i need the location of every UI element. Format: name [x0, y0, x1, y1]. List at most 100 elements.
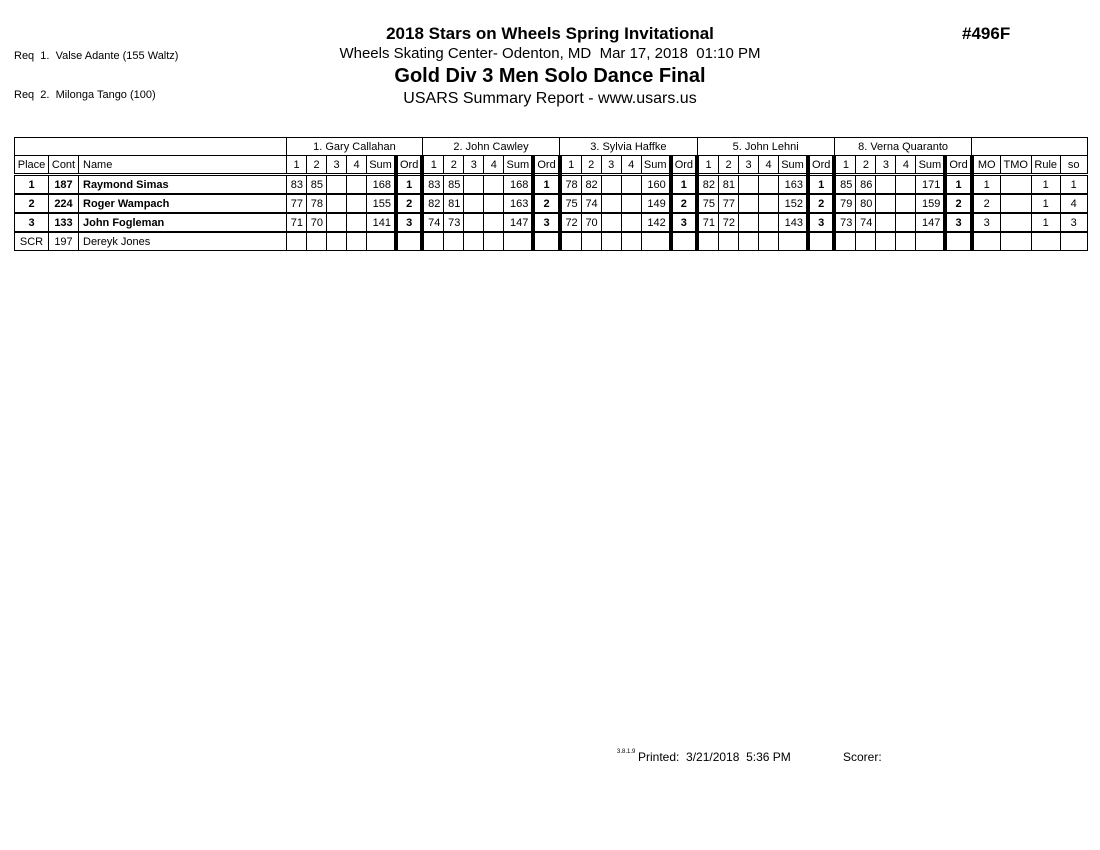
cell-score [600, 231, 622, 251]
cell-sum [640, 231, 672, 251]
cell-score [855, 231, 877, 251]
cell-score [620, 174, 642, 195]
judge-header-3: 3. Sylvia Haffke [559, 137, 698, 156]
cell-score [326, 212, 347, 233]
cell-score: 80 [855, 193, 877, 214]
cell-score [738, 231, 760, 251]
col-header-2: 2 [855, 155, 877, 176]
cell-score [600, 193, 622, 214]
cell-score [346, 231, 367, 251]
col-header-sum: Sum [640, 155, 672, 176]
cell-score [895, 212, 917, 233]
cell-score: 81 [718, 174, 740, 195]
cell-score [326, 174, 347, 195]
col-header-ord: Ord [668, 155, 700, 176]
col-header-1: 1 [696, 155, 720, 176]
scorer-label: Scorer: [843, 750, 882, 764]
cell-score: 73 [833, 212, 857, 233]
table-row: 2 224 Roger Wampach 77 78 155 2 82 81 163 2 75 74 149… [14, 193, 1088, 214]
col-header-3: 3 [463, 155, 485, 176]
cell-score: 73 [443, 212, 465, 233]
col-header-rule: Rule [1030, 155, 1061, 176]
cell-score [443, 231, 465, 251]
col-header-2: 2 [306, 155, 327, 176]
cell-score: 71 [696, 212, 720, 233]
cell-score [758, 174, 780, 195]
cell-score [483, 174, 505, 195]
cell-ord: 1 [393, 174, 425, 195]
col-header-2: 2 [580, 155, 602, 176]
col-header-1: 1 [559, 155, 582, 176]
cell-tmo [999, 212, 1032, 233]
col-header-mo: MO [971, 155, 1001, 176]
cell-score [895, 193, 917, 214]
cell-score [875, 174, 897, 195]
event-number: #496F [962, 24, 1011, 43]
col-header-place: Place [14, 155, 49, 176]
cell-mo: 1 [971, 174, 1001, 195]
judge-name-row: 1. Gary Callahan 2. John Cawley 3. Sylvia … [14, 137, 1088, 156]
cell-score [620, 231, 642, 251]
cell-cont: 187 [48, 174, 79, 195]
cell-place: SCR [14, 231, 49, 251]
cell-rule: 1 [1030, 193, 1061, 214]
cell-sum: 152 [778, 193, 809, 214]
col-header-4: 4 [346, 155, 367, 176]
cell-sum: 142 [640, 212, 672, 233]
cell-score [875, 231, 897, 251]
cell-sum [503, 231, 534, 251]
cell-name: Raymond Simas [78, 174, 287, 195]
cell-score [895, 231, 917, 251]
cell-score: 74 [580, 193, 602, 214]
col-header-ord: Ord [393, 155, 425, 176]
cell-score [600, 212, 622, 233]
cell-score: 83 [421, 174, 445, 195]
col-header-tmo: TMO [999, 155, 1032, 176]
col-header-so: so [1059, 155, 1088, 176]
cell-tmo [999, 231, 1032, 251]
cell-sum: 147 [503, 212, 534, 233]
cell-cont: 197 [48, 231, 79, 251]
cell-rule: 1 [1030, 174, 1061, 195]
cell-ord: 3 [668, 212, 700, 233]
col-header-3: 3 [875, 155, 897, 176]
cell-ord: 3 [806, 212, 837, 233]
judge-header-4: 5. John Lehni [696, 137, 835, 156]
col-header-sum: Sum [503, 155, 534, 176]
report-title: USARS Summary Report - www.usars.us [403, 90, 697, 107]
cell-ord: 1 [806, 174, 837, 195]
col-header-2: 2 [718, 155, 740, 176]
cell-sum: 171 [915, 174, 946, 195]
cell-score [286, 231, 307, 251]
cell-name: Roger Wampach [78, 193, 287, 214]
cell-score [758, 231, 780, 251]
cell-score [758, 193, 780, 214]
table-row: 1 187 Raymond Simas 83 85 168 1 83 85 168 1 78 82 160… [14, 174, 1088, 195]
cell-tmo [999, 174, 1032, 195]
cell-so: 4 [1059, 193, 1088, 214]
column-header-row: Place Cont Name 1 2 3 4 Sum Ord 1 2 3 4 Sum Ord 1 2 3 4 Sum… [14, 155, 1088, 176]
cell-score: 71 [286, 212, 307, 233]
cell-score [580, 231, 602, 251]
col-header-ord: Ord [943, 155, 974, 176]
cell-sum [366, 231, 397, 251]
software-version: 3.8.1.9 [617, 749, 636, 755]
cell-score: 75 [559, 193, 582, 214]
cell-score: 85 [833, 174, 857, 195]
cell-score [483, 212, 505, 233]
cell-score [463, 193, 485, 214]
col-header-4: 4 [483, 155, 505, 176]
cell-score [483, 193, 505, 214]
cell-sum [915, 231, 946, 251]
cell-ord: 3 [943, 212, 974, 233]
requirements-block: Req 1. Valse Adante (155 Waltz) Req 2. M… [14, 24, 178, 128]
judge-header-1: 1. Gary Callahan [286, 137, 423, 156]
cell-place: 2 [14, 193, 49, 214]
cell-ord: 3 [393, 212, 425, 233]
cell-place: 3 [14, 212, 49, 233]
cell-score [463, 174, 485, 195]
cell-ord [531, 231, 562, 251]
report-header: 2018 Stars on Wheels Spring Invitational… [0, 24, 1100, 109]
cell-sum [778, 231, 809, 251]
cell-sum: 141 [366, 212, 397, 233]
